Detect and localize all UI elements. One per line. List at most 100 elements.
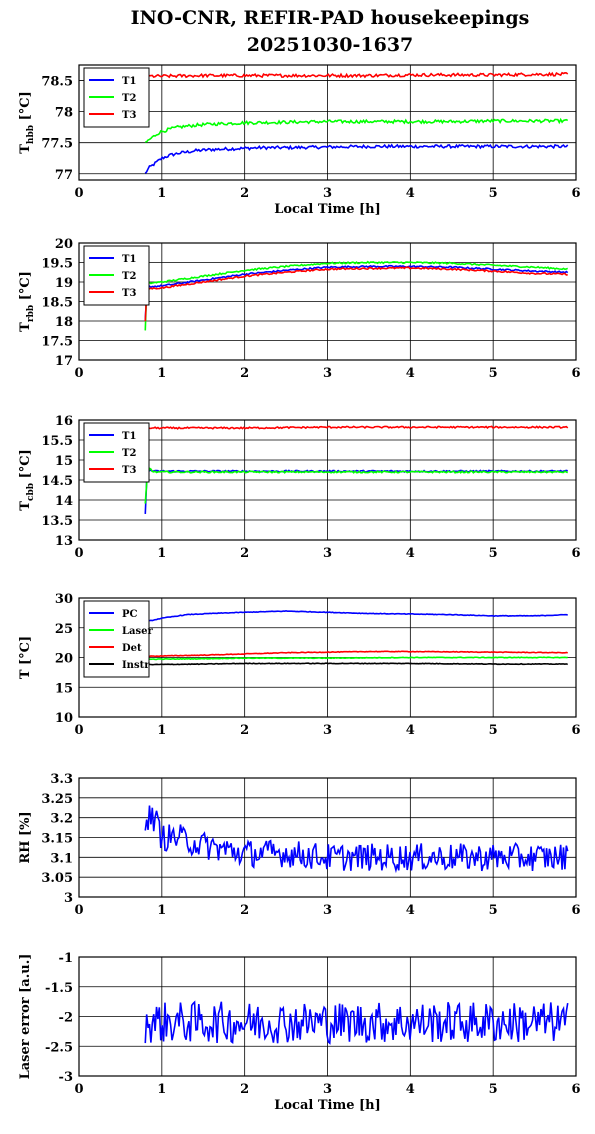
series-line-t2 (145, 117, 569, 143)
legend-entry: T3 (122, 110, 136, 121)
x-tick-label: 2 (240, 903, 249, 918)
x-tick-label: 1 (157, 1082, 166, 1097)
title-line-1: INO-CNR, REFIR-PAD housekeepings (131, 7, 530, 29)
x-tick-label: 1 (157, 723, 166, 738)
series-line-t2 (144, 467, 569, 504)
legend: T1 T2 T3 (83, 245, 150, 306)
x-tick-label: 2 (240, 366, 249, 381)
y-tick-label: 17 (55, 354, 73, 369)
plot-frame (78, 597, 577, 718)
x-tick-label: 6 (571, 903, 580, 918)
series-line-t3 (144, 266, 568, 322)
series-line-pc (145, 610, 568, 623)
legend-entry: T1 (122, 76, 136, 87)
y-tick-label: 18.5 (41, 296, 73, 311)
plot-frame (78, 419, 577, 541)
x-tick-label: 1 (157, 186, 166, 201)
y-tick-label: 77.5 (41, 137, 73, 152)
legend-entry: Laser (122, 626, 154, 637)
legend-box (83, 67, 150, 128)
y-tick-label: 3.3 (50, 772, 73, 787)
y-axis-label: RH [%] (18, 811, 33, 863)
legend-entry: T2 (122, 448, 136, 459)
title-line-2: 20251030-1637 (247, 34, 414, 56)
y-tick-label: -1.5 (45, 981, 73, 996)
x-tick-label: 6 (571, 366, 580, 381)
x-tick-label: 4 (406, 186, 415, 201)
x-tick-label: 2 (240, 186, 249, 201)
legend: T1 T2 T3 (83, 422, 150, 483)
y-axis-label: T [°C] (18, 636, 33, 679)
legend-entry: T2 (122, 93, 136, 104)
legend-entry: T3 (122, 465, 136, 476)
series-line-t1 (144, 469, 568, 514)
series-line-series1 (144, 805, 569, 874)
panel-5: 0 1 2 3 4 5 6 3 3.05 3.1 3.15 3.2 3.25 3.3 RH [%] (18, 772, 581, 918)
y-axis-label: Thbb [°C] (18, 91, 36, 154)
x-tick-label: 1 (157, 903, 166, 918)
x-tick-label: 3 (323, 1082, 332, 1097)
x-tick-label: 2 (240, 723, 249, 738)
series-line-t1 (144, 264, 569, 321)
x-axis-label: Local Time [h] (274, 1098, 381, 1113)
series-line-laser (145, 656, 568, 661)
y-tick-label: 14 (55, 494, 73, 509)
legend-entry: T2 (122, 271, 136, 282)
panel-1: 0 1 2 3 4 5 6 77 77.5 78 78.5 Local Time [h] Thbb [°… (18, 64, 581, 217)
series-line-instr (145, 662, 568, 666)
y-tick-label: 20 (55, 237, 73, 252)
x-tick-label: 6 (571, 186, 580, 201)
series-line-t1 (144, 143, 569, 174)
x-tick-label: 1 (157, 546, 166, 561)
x-tick-label: 5 (489, 903, 498, 918)
x-tick-label: 5 (489, 366, 498, 381)
y-axis-label: Laser error [a.u.] (18, 954, 33, 1080)
panel-2: 0 1 2 3 4 5 6 17 17.5 18 18.5 19 19.5 20 Trbb [°C] T1 T2… (18, 237, 581, 381)
y-axis-label: Trbb [°C] (18, 271, 36, 332)
plot-frame (78, 242, 577, 361)
x-tick-label: 0 (74, 903, 83, 918)
y-tick-label: 14.5 (41, 474, 73, 489)
y-tick-label: -2 (59, 1011, 73, 1026)
x-tick-label: 3 (323, 366, 332, 381)
y-tick-label: 20 (55, 652, 73, 667)
y-tick-label: 3.15 (41, 832, 73, 847)
x-tick-label: 2 (240, 1082, 249, 1097)
y-tick-label: 18 (55, 315, 73, 330)
x-tick-label: 6 (571, 723, 580, 738)
x-tick-label: 0 (74, 186, 83, 201)
plot-frame (78, 777, 577, 898)
legend-entry: Instr (122, 660, 150, 671)
y-tick-label: 10 (55, 711, 73, 726)
x-tick-label: 3 (323, 903, 332, 918)
y-tick-label: -1 (59, 951, 73, 966)
x-tick-label: 4 (406, 903, 415, 918)
x-tick-label: 0 (74, 1082, 83, 1097)
y-tick-label: 25 (55, 622, 73, 637)
y-tick-label: 17.5 (41, 335, 73, 350)
y-tick-label: 3.05 (41, 871, 73, 886)
x-tick-label: 6 (571, 546, 580, 561)
legend-entry: PC (122, 609, 138, 620)
series-line-det (145, 650, 568, 658)
legend: T1 T2 T3 (83, 67, 150, 128)
y-tick-label: 15.5 (41, 434, 73, 449)
x-tick-label: 5 (489, 186, 498, 201)
x-tick-label: 3 (323, 723, 332, 738)
x-tick-label: 6 (571, 1082, 580, 1097)
x-tick-label: 0 (74, 723, 83, 738)
x-tick-label: 4 (406, 723, 415, 738)
y-tick-label: 13.5 (41, 514, 73, 529)
x-tick-label: 0 (74, 546, 83, 561)
x-tick-label: 5 (489, 723, 498, 738)
x-axis-label: Local Time [h] (274, 202, 381, 217)
y-tick-label: 30 (55, 592, 73, 607)
y-tick-label: -3 (59, 1070, 73, 1085)
x-tick-label: 4 (406, 1082, 415, 1097)
series-line-series1 (144, 1000, 569, 1045)
plot-frame (78, 64, 577, 181)
y-tick-label: -2.5 (45, 1040, 73, 1055)
legend-entry: T3 (122, 288, 136, 299)
y-tick-label: 78 (55, 106, 73, 121)
